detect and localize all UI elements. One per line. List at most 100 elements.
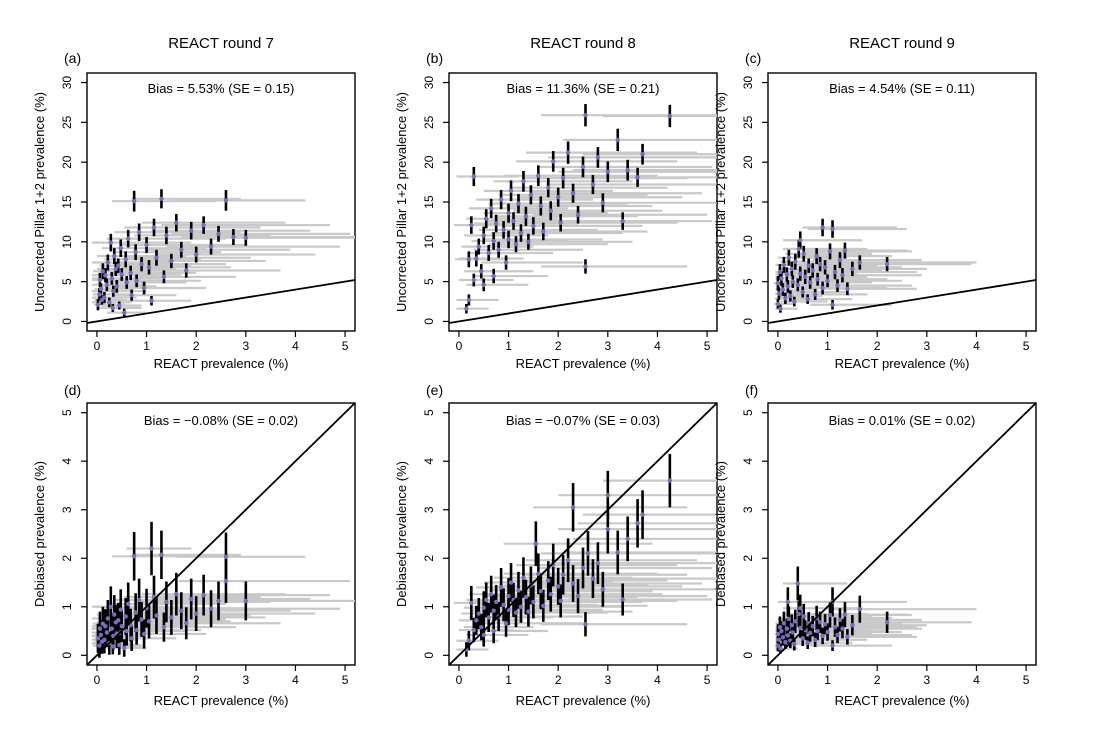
bias-annotation: Bias = 4.54% (SE = 0.11) (829, 81, 975, 96)
data-point (815, 628, 820, 634)
x-axis-ticks: 0 1 2 3 4 5 (94, 665, 349, 687)
data-point (531, 599, 536, 605)
data-point (174, 591, 179, 597)
data-point (103, 623, 108, 629)
data-point (827, 612, 833, 618)
y-tick-label: 0 (60, 318, 74, 325)
data-point (538, 589, 544, 594)
panel-c: REACT round 9 (c) Bias = 4.54% (SE = 0.1… (713, 35, 1037, 371)
data-point (551, 159, 556, 164)
data-point (840, 273, 845, 278)
data-point (560, 175, 566, 181)
data-point (159, 196, 164, 202)
data-point (508, 188, 514, 194)
data-point (528, 192, 534, 198)
data-point (474, 256, 479, 261)
panel-e: (e) Bias = −0.07% (SE = 0.03) REACT prev… (394, 382, 718, 708)
data-point (481, 233, 486, 238)
data-point (466, 638, 472, 643)
data-point (625, 167, 630, 173)
x-tick-label: 4 (973, 673, 980, 687)
y-axis-ticks: 0 5 10 15 20 25 30 (422, 76, 449, 325)
y-tick-label: 0 (422, 652, 436, 659)
y-tick-label: 30 (422, 76, 436, 90)
data-point (840, 626, 845, 631)
data-point (491, 628, 496, 634)
data-point (484, 597, 489, 603)
data-point (850, 266, 855, 272)
data-point (501, 227, 506, 233)
data-point (491, 608, 496, 613)
data-point (779, 628, 784, 634)
data-point (615, 137, 620, 143)
x-tick-label: 1 (824, 339, 831, 353)
x-tick-label: 3 (923, 673, 930, 687)
data-point (815, 277, 820, 282)
y-axis-label: Uncorrected Pillar 1+2 prevalence (%) (32, 92, 47, 312)
data-point (820, 285, 825, 291)
y-axis-label: Debiased prevalence (%) (394, 461, 409, 607)
identity-line (767, 402, 1037, 666)
x-tick-label: 5 (1023, 673, 1030, 687)
x-tick-label: 0 (94, 673, 101, 687)
data-point (503, 260, 509, 265)
data-point (474, 618, 479, 623)
data-point (835, 632, 840, 638)
x-tick-label: 5 (1023, 339, 1030, 353)
x-tick-label: 3 (923, 339, 930, 353)
x-axis-label: REACT prevalence (%) (516, 356, 651, 371)
data-point (795, 282, 800, 288)
data-point (466, 257, 472, 262)
data-point (635, 521, 640, 526)
data-point (780, 287, 786, 292)
data-point (837, 257, 843, 263)
column-title: REACT round 9 (849, 35, 955, 52)
data-point (605, 169, 611, 174)
data-point (590, 576, 596, 581)
data-point (116, 263, 121, 268)
data-point (506, 237, 511, 242)
data-point (800, 636, 805, 641)
data-point (491, 238, 496, 244)
data-point (801, 251, 806, 256)
data-point (131, 554, 137, 559)
y-tick-label: 20 (60, 155, 74, 169)
data-point (98, 632, 104, 638)
x-axis-ticks: 0 1 2 3 4 5 (94, 331, 349, 353)
data-point (189, 228, 194, 233)
data-point (471, 627, 477, 633)
panel-a: REACT round 7 (a) Bias = 5.53% (SE = 0.1… (32, 35, 356, 371)
data-point (133, 249, 138, 255)
data-point (476, 611, 481, 616)
data-point (119, 623, 124, 629)
data-point (832, 624, 838, 630)
data-point (216, 231, 221, 237)
data-point (216, 598, 221, 604)
data-point (112, 612, 117, 617)
bias-annotation: Bias = −0.08% (SE = 0.02) (144, 413, 298, 428)
data-point (784, 272, 790, 277)
data-point (103, 273, 108, 278)
data-point (184, 621, 189, 626)
data-point (243, 598, 249, 604)
data-point (580, 164, 586, 170)
data-point (498, 585, 504, 590)
y-tick-label: 4 (741, 458, 755, 465)
data-point (583, 113, 588, 118)
data-point (516, 201, 521, 206)
panel-letter: (a) (64, 50, 81, 66)
data-point (541, 229, 546, 234)
data-point (555, 584, 561, 589)
data-point (488, 206, 494, 211)
data-point (635, 175, 640, 180)
data-point (793, 259, 798, 264)
data-point (134, 278, 139, 284)
y-tick-label: 5 (60, 409, 74, 416)
y-tick-label: 2 (741, 555, 755, 562)
y-tick-label: 1 (741, 603, 755, 610)
data-point (184, 268, 189, 273)
x-tick-label: 3 (242, 673, 249, 687)
data-point (565, 558, 571, 563)
data-point (179, 608, 184, 613)
